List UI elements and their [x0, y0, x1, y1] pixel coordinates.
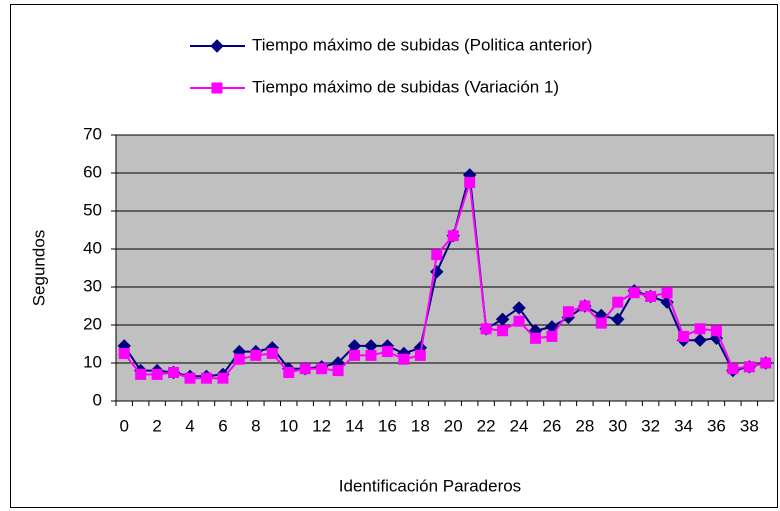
data-point: [661, 287, 673, 299]
y-tick-label: 30: [83, 276, 102, 295]
legend-label: Tiempo máximo de subidas (Variación 1): [252, 77, 559, 96]
data-point: [480, 323, 492, 335]
x-tick-label: 26: [542, 416, 561, 435]
data-point: [546, 330, 558, 342]
y-tick-label: 10: [83, 352, 102, 371]
x-tick-label: 0: [119, 416, 128, 435]
data-point: [365, 349, 377, 361]
data-point: [151, 368, 163, 380]
x-axis-title: Identificación Paraderos: [339, 476, 521, 495]
data-point: [233, 353, 245, 365]
data-point: [628, 287, 640, 299]
data-point: [250, 349, 262, 361]
data-point: [678, 330, 690, 342]
x-tick-label: 4: [185, 416, 194, 435]
y-tick-label: 0: [93, 390, 102, 409]
data-point: [595, 317, 607, 329]
data-point: [513, 315, 525, 327]
series-line: [123, 174, 767, 378]
legend-label: Tiempo máximo de subidas (Politica anter…: [252, 35, 592, 54]
x-tick-label: 36: [707, 416, 726, 435]
x-tick-label: 38: [740, 416, 759, 435]
data-point: [398, 353, 410, 365]
data-point: [579, 300, 591, 312]
data-point: [562, 306, 574, 318]
data-point: [743, 361, 755, 373]
data-point: [381, 346, 393, 358]
x-tick-label: 10: [279, 416, 298, 435]
x-tick-label: 28: [575, 416, 594, 435]
data-point: [168, 367, 180, 378]
x-tick-label: 8: [251, 416, 260, 435]
data-point: [645, 291, 657, 302]
data-point: [447, 230, 459, 242]
data-point: [710, 325, 722, 337]
data-point: [217, 372, 229, 384]
x-tick-label: 24: [510, 416, 529, 435]
x-tick-label: 34: [674, 416, 693, 435]
data-point: [200, 372, 212, 384]
y-tick-label: 40: [83, 238, 102, 257]
y-tick-label: 70: [83, 124, 102, 143]
x-tick-label: 12: [312, 416, 331, 435]
data-point: [299, 363, 311, 375]
plot-area: [115, 134, 775, 402]
data-point: [611, 312, 625, 327]
data-point: [414, 349, 426, 361]
data-point: [694, 323, 706, 335]
x-tick-label: 32: [641, 416, 660, 435]
data-point: [727, 363, 739, 375]
data-point: [266, 348, 278, 359]
x-tick-label: 2: [152, 416, 161, 435]
data-point: [135, 368, 147, 380]
data-point: [497, 325, 509, 337]
data-point: [612, 296, 624, 308]
data-point: [283, 367, 295, 378]
data-point: [693, 333, 707, 347]
data-point: [512, 301, 526, 315]
data-point: [184, 372, 196, 384]
series-line: [123, 182, 767, 380]
legend-marker: [211, 82, 223, 94]
data-point: [118, 348, 130, 359]
x-tick-label: 18: [411, 416, 430, 435]
x-tick-label: 30: [608, 416, 627, 435]
data-point: [431, 249, 443, 261]
y-axis-title: Segundos: [29, 230, 48, 307]
data-point: [332, 365, 344, 377]
data-point: [760, 357, 772, 369]
data-point: [529, 332, 541, 344]
y-tick-label: 60: [83, 162, 102, 181]
legend-marker: [210, 39, 224, 53]
y-tick-label: 20: [83, 314, 102, 333]
x-tick-label: 22: [477, 416, 496, 435]
x-tick-label: 20: [444, 416, 463, 435]
x-tick-label: 16: [378, 416, 397, 435]
data-point: [316, 363, 328, 375]
y-tick-label: 50: [83, 200, 102, 219]
x-tick-label: 14: [345, 416, 364, 435]
data-point: [464, 177, 476, 188]
x-tick-label: 6: [218, 416, 227, 435]
data-point: [349, 349, 361, 361]
